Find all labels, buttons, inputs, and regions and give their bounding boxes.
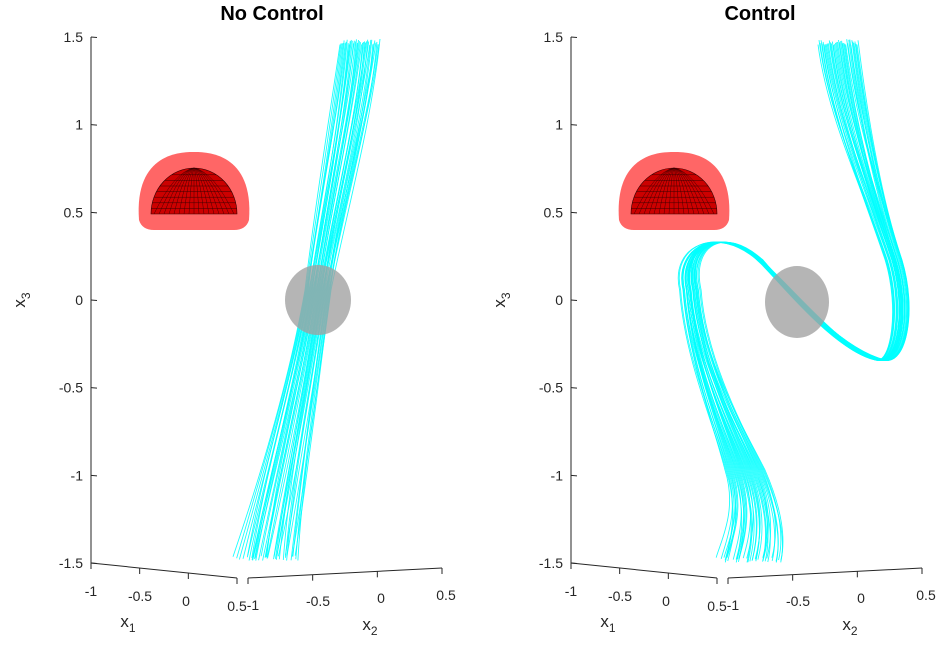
target-sphere xyxy=(765,266,829,338)
x2-tick-label: 0.5 xyxy=(916,587,936,603)
z-tick xyxy=(90,387,98,389)
x2-tick-label: 0 xyxy=(377,590,385,606)
z-tick xyxy=(90,124,98,126)
mesh-line xyxy=(193,167,205,215)
mesh-line xyxy=(673,167,715,215)
x2-tick-label: -1 xyxy=(247,597,260,613)
z-tick-label: 0 xyxy=(75,292,83,308)
mesh-line xyxy=(178,167,195,215)
x1-tick-label: -1 xyxy=(85,583,98,599)
z-tick xyxy=(570,474,578,477)
z-tick xyxy=(570,211,578,214)
trajectory xyxy=(695,40,910,561)
mesh-line xyxy=(673,167,710,215)
mesh-line xyxy=(193,167,215,215)
x1-tick-label: 0.5 xyxy=(707,598,727,614)
z-tick xyxy=(90,474,98,477)
mesh-line xyxy=(673,167,695,215)
mesh-line xyxy=(658,167,675,215)
z-axis-label: x3 xyxy=(10,292,33,308)
x1-tick-label: 0 xyxy=(182,593,190,609)
x1-axis-label: x1 xyxy=(120,612,136,635)
z-axis-label: x3 xyxy=(490,292,513,308)
panel-title: No Control xyxy=(220,3,323,25)
mesh-line xyxy=(193,167,235,215)
z-tick xyxy=(570,387,578,389)
panel-title: Control xyxy=(724,3,795,25)
z-tick xyxy=(90,211,98,214)
mesh-line xyxy=(193,167,210,215)
z-tick-label: 0.5 xyxy=(64,204,84,220)
x1-tick-label: -0.5 xyxy=(608,588,632,604)
x1-axis-line xyxy=(90,562,238,579)
z-tick-label: 1 xyxy=(555,117,563,133)
mesh-line xyxy=(673,167,680,215)
z-tick xyxy=(90,299,98,301)
z-axis: 1.5 1 0.5 0 -0.5 -1 -1.5 x3 xyxy=(10,29,98,571)
base-axes: -1 -0.5 0 0.5 -1 -0.5 0 0.5x1 x2 xyxy=(565,562,936,638)
mesh-line xyxy=(193,167,225,215)
z-tick-label: -0.5 xyxy=(59,380,83,396)
panel-no-control: No Control 1.510.50-0.5-1-1.5x3 -1 -0.5 0 0… xyxy=(10,3,456,638)
z-tick-label: -1 xyxy=(551,467,564,483)
trajectory xyxy=(684,44,895,559)
z-tick-label: 1.5 xyxy=(64,29,84,45)
x1-tick-label: 0 xyxy=(662,593,670,609)
z-tick-label: 1 xyxy=(75,117,83,133)
x2-axis-label: x2 xyxy=(362,615,378,638)
x1-tick-label: -0.5 xyxy=(128,588,152,604)
z-tick xyxy=(570,36,578,38)
mesh-line xyxy=(673,167,705,215)
trajectory-bundle xyxy=(677,39,910,563)
mesh-line xyxy=(673,167,685,215)
x1-tick-label: 0.5 xyxy=(227,598,247,614)
target-ellipse xyxy=(285,265,351,335)
base-axes: -1 -0.5 0 0.5 -1 -0.5 0 0.5x1 x2 xyxy=(85,562,456,638)
obstacle-hemisphere xyxy=(618,152,730,230)
mesh-line xyxy=(673,167,700,215)
x2-axis-line xyxy=(727,567,923,579)
obstacle-hemisphere xyxy=(138,152,250,230)
mesh-line xyxy=(193,167,220,215)
x2-tick-label: -0.5 xyxy=(306,593,330,609)
x2-axis-line xyxy=(247,567,443,579)
x2-tick-label: -0.5 xyxy=(786,593,810,609)
z-tick-label: 0 xyxy=(555,292,563,308)
mesh-line xyxy=(183,167,195,215)
panel-control: Control 1.510.50-0.5-1-1.5x3 -1 -0.5 0 0.5-… xyxy=(490,3,936,638)
mesh-line xyxy=(193,167,230,215)
x1-axis-label: x1 xyxy=(600,612,616,635)
z-tick-label: -0.5 xyxy=(539,380,563,396)
x1-tick-label: -1 xyxy=(565,583,578,599)
mesh-line xyxy=(188,167,195,215)
x2-tick-label: -1 xyxy=(727,597,740,613)
z-tick-label: -1.5 xyxy=(539,555,563,571)
x1-axis-line xyxy=(570,562,718,579)
z-tick-label: -1.5 xyxy=(59,555,83,571)
target-ellipse xyxy=(765,266,829,338)
mesh-line xyxy=(663,167,675,215)
z-tick xyxy=(90,36,98,38)
mesh-line xyxy=(193,167,200,215)
z-tick-label: -1 xyxy=(71,467,84,483)
z-axis: 1.5 1 0.5 0 -0.5 -1 -1.5 x3 xyxy=(490,29,578,571)
z-tick xyxy=(570,299,578,301)
mesh-line xyxy=(668,167,675,215)
mesh-line xyxy=(673,167,690,215)
x2-axis-label: x2 xyxy=(842,615,858,638)
target-sphere xyxy=(285,265,351,335)
z-tick xyxy=(570,124,578,126)
z-tick-label: 0.5 xyxy=(544,204,564,220)
x2-tick-label: 0.5 xyxy=(436,587,456,603)
z-tick-label: 1.5 xyxy=(544,29,564,45)
x2-tick-label: 0 xyxy=(857,590,865,606)
